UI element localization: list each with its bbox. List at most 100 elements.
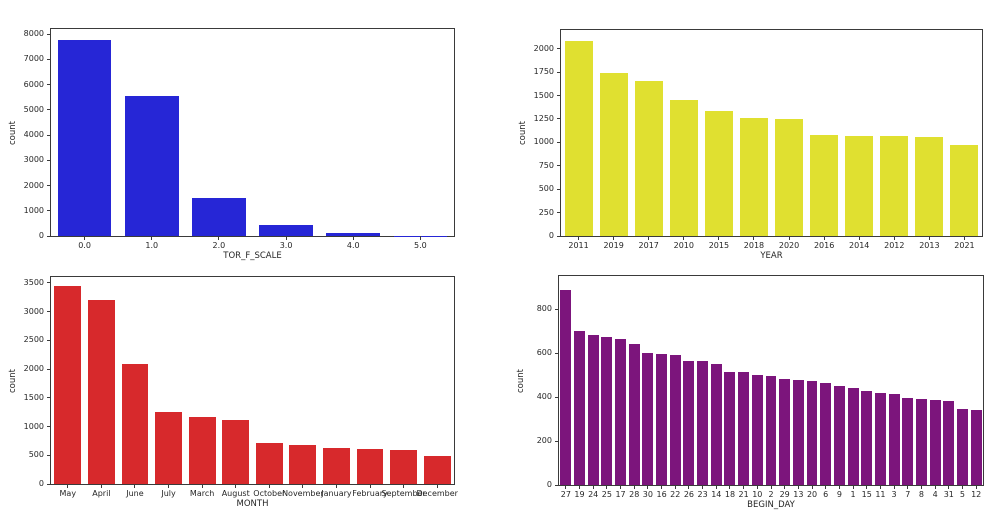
bar [943, 401, 955, 485]
x-tick [928, 236, 930, 240]
x-tick-label: 28 [629, 490, 640, 499]
x-tick-label: 2018 [743, 241, 765, 250]
bar [628, 344, 640, 485]
x-tick-label: December [416, 489, 458, 498]
x-tick-label: 25 [601, 490, 612, 499]
x-tick-label: 20 [806, 490, 818, 499]
x-tick [369, 484, 371, 488]
x-tick [403, 484, 405, 488]
bar [323, 448, 350, 484]
x-tick [893, 236, 895, 240]
y-axis-label: count [7, 120, 18, 145]
bar [574, 331, 585, 485]
x-tick [920, 485, 922, 489]
x-tick [201, 484, 203, 488]
y-tick-label: 200 [536, 436, 552, 445]
x-tick-label: 14 [711, 490, 722, 499]
bar [57, 39, 112, 236]
x-tick-label: June [126, 489, 144, 498]
x-axis-label: YEAR [760, 251, 783, 261]
x-tick [963, 236, 965, 240]
x-tick-label: 5 [959, 490, 966, 499]
bar [806, 381, 818, 485]
y-tick [557, 188, 561, 190]
y-tick [557, 141, 561, 143]
x-tick [674, 485, 676, 489]
x-tick-label: 16 [656, 490, 667, 499]
x-tick-label: 2014 [849, 241, 870, 250]
bar [779, 378, 791, 485]
y-tick-label: 1500 [533, 90, 554, 100]
y-tick-label: 1500 [23, 392, 44, 402]
x-tick [907, 485, 909, 489]
y-axis-label: count [515, 368, 526, 393]
y-tick-label: 1000 [23, 205, 44, 215]
y-tick [47, 339, 51, 341]
y-tick [47, 235, 51, 237]
x-tick-label: 29 [779, 490, 790, 499]
y-axis-label: count [517, 121, 528, 145]
x-tick-label: 1 [850, 490, 856, 499]
x-tick [352, 236, 354, 240]
x-tick [302, 484, 304, 488]
x-tick-label: 17 [615, 490, 626, 499]
y-tick-label: 1250 [533, 113, 554, 123]
bar [615, 339, 626, 485]
x-tick-label: 31 [943, 490, 954, 499]
y-tick-label: 0 [38, 231, 44, 240]
bar [560, 290, 572, 485]
bar [326, 232, 381, 236]
x-tick [683, 236, 685, 240]
x-tick [797, 485, 799, 489]
y-tick [47, 368, 51, 370]
y-tick-label: 2000 [23, 364, 44, 373]
x-tick-label: 2020 [778, 241, 800, 250]
y-tick-label: 2500 [23, 335, 44, 345]
bar [915, 136, 944, 236]
y-tick [47, 397, 51, 399]
y-tick-label: 6000 [23, 79, 44, 89]
y-tick [557, 95, 561, 97]
y-tick [47, 134, 51, 136]
x-tick-label: 19 [574, 490, 585, 499]
x-tick-label: 3 [891, 490, 897, 499]
x-tick-label: 11 [875, 490, 886, 499]
x-tick-label: 18 [724, 490, 736, 499]
bar [970, 409, 982, 485]
plot-area-tor-f-scale: count TOR_F_SCALE 0 1000 2000 3000 4000 5000 6… [8, 28, 455, 260]
y-tick-label: 750 [538, 160, 554, 170]
bar [587, 335, 599, 485]
x-tick [811, 485, 813, 489]
bar [957, 408, 968, 485]
x-tick [688, 485, 690, 489]
x-tick-label: 4 [932, 490, 938, 499]
y-tick-label: 600 [536, 348, 552, 357]
bar [820, 383, 832, 485]
x-tick-label: 1.0 [145, 241, 159, 250]
bar [599, 73, 628, 236]
chart-month: count MONTH 0 500 1000 1500 2000 2500 3000 3500… [0, 261, 496, 521]
bar [888, 394, 900, 485]
x-tick-label: July [161, 489, 176, 498]
x-tick-label: 2016 [813, 241, 835, 250]
y-tick [47, 185, 51, 186]
y-tick-label: 1750 [533, 67, 554, 77]
x-tick-label: 30 [642, 490, 653, 499]
x-tick [134, 484, 136, 488]
y-tick [47, 282, 51, 284]
bar [121, 364, 149, 484]
y-tick [47, 159, 51, 161]
x-tick [784, 485, 786, 489]
x-tick [729, 485, 731, 489]
y-tick-label: 3000 [23, 155, 44, 165]
chart-tor-f-scale: count TOR_F_SCALE 0 1000 2000 3000 4000 5000 6… [0, 0, 496, 260]
y-tick [47, 109, 51, 111]
plot-area-year: count YEAR 0 250 500 750 1000 1250 1500 1750 200… [518, 29, 983, 260]
x-tick-label: August [221, 489, 250, 498]
x-tick-label: 3.0 [279, 241, 293, 250]
x-tick [788, 236, 790, 240]
bar [54, 285, 82, 484]
bar [683, 360, 695, 485]
y-tick-label: 3000 [23, 306, 44, 316]
x-tick [743, 485, 745, 489]
